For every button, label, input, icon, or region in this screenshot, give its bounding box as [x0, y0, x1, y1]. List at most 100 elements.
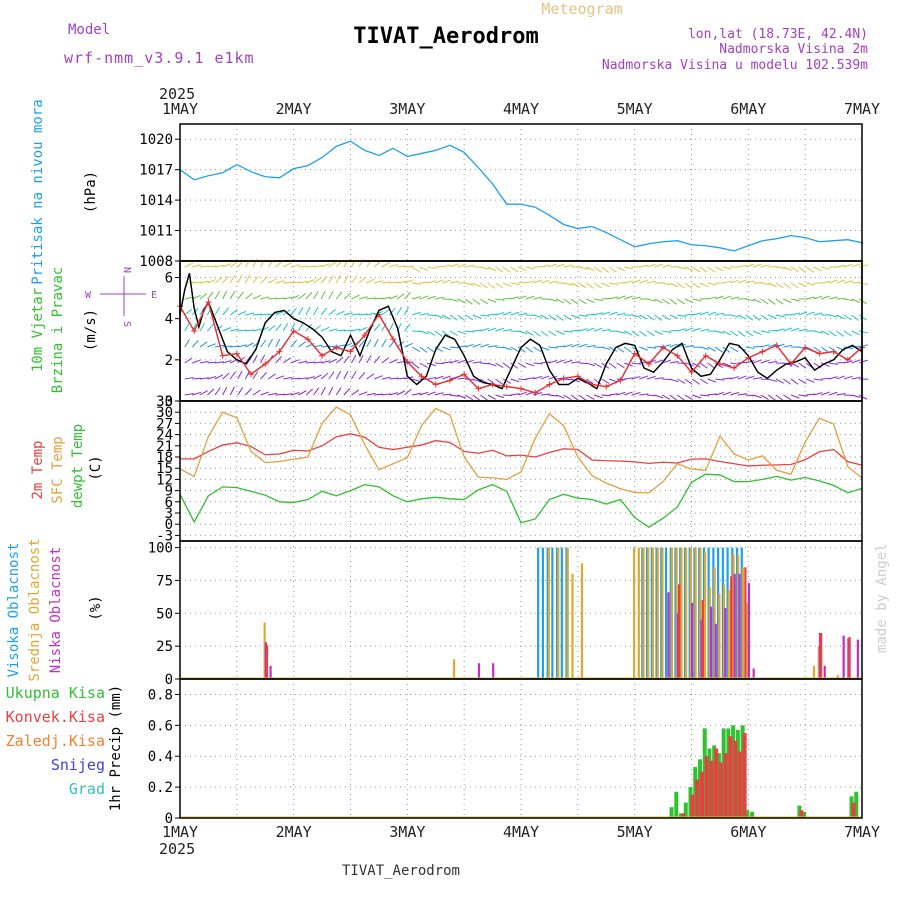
- wind-arrow: [381, 376, 391, 380]
- temp-axis-title-3: dewpt Temp: [70, 424, 86, 508]
- wind-arrow: [707, 266, 716, 273]
- wind-arrow: [752, 314, 761, 321]
- wind-arrow: [495, 298, 505, 301]
- wind-arrow: [502, 394, 513, 397]
- wind-arrow: [426, 330, 436, 336]
- wind-arrow: [623, 346, 632, 353]
- clouds-bar: [727, 589, 730, 679]
- wind-arrow: [578, 394, 587, 401]
- wind-arrow: [677, 314, 687, 318]
- wind-arrow: [335, 356, 344, 364]
- wind-arrow: [336, 329, 346, 332]
- wind-arrow: [237, 370, 243, 380]
- precip-ytick-label: 0.6: [148, 718, 173, 734]
- clouds-bar: [674, 547, 677, 679]
- wind-arrow: [646, 280, 656, 284]
- wind-arrow: [692, 282, 701, 289]
- clouds-bar: [712, 547, 715, 679]
- wind-arrow: [790, 298, 800, 302]
- wind-arrow: [586, 327, 595, 332]
- wind-arrow: [768, 343, 777, 348]
- wind-arrow: [783, 344, 793, 348]
- wind-arrow: [533, 296, 543, 300]
- wind-arrow: [313, 264, 323, 268]
- wind-arrow: [358, 371, 366, 380]
- wind-arrow: [593, 298, 603, 302]
- wind-arrow: [533, 375, 543, 380]
- wind-arrow: [396, 265, 406, 268]
- wind-arrow: [654, 345, 664, 348]
- wind-arrow: [495, 378, 503, 385]
- wind-arrow: [411, 392, 422, 396]
- wind-arrow: [192, 281, 202, 284]
- wind-arrow: [518, 312, 528, 316]
- wind-arrow: [343, 274, 349, 284]
- wind-arrow: [677, 378, 686, 384]
- wind-arrow: [730, 391, 740, 396]
- wind-arrow: [790, 362, 800, 368]
- wind-arrow: [192, 294, 201, 300]
- wind-arrow: [699, 282, 709, 288]
- wind-arrow: [722, 266, 732, 270]
- wind-arrow: [222, 327, 232, 332]
- wind-arrow: [442, 346, 452, 351]
- day-tick-label-top: 4MAY: [503, 100, 539, 118]
- wind-arrow: [661, 359, 671, 364]
- wind-arrow: [480, 328, 490, 332]
- wind-arrow: [586, 282, 594, 289]
- wind-arrow: [184, 296, 194, 300]
- wind-arrow: [290, 281, 300, 284]
- wind-arrow: [502, 282, 512, 287]
- wind-arrow: [343, 312, 353, 316]
- wind-arrow: [328, 308, 337, 316]
- precip-bar: [802, 811, 807, 818]
- precip-bar: [851, 802, 856, 818]
- wind-arrow: [783, 394, 792, 401]
- wind-arrow: [336, 344, 346, 348]
- wind-arrow: [662, 330, 672, 333]
- wind-arrow: [465, 330, 475, 333]
- wind-arrow: [230, 328, 240, 332]
- wind-arrow: [229, 290, 236, 300]
- wind-arrow: [518, 391, 527, 396]
- wind-arrow: [260, 296, 270, 300]
- wind-arrow: [715, 391, 724, 396]
- clouds-bar: [731, 547, 734, 679]
- wind-arrow: [639, 346, 648, 351]
- wind-arrow: [828, 391, 838, 396]
- wind-arrow: [798, 346, 808, 350]
- wind-arrow: [767, 394, 776, 401]
- wind-arrow: [252, 275, 259, 284]
- wind-arrow: [419, 362, 428, 368]
- clouds-bar: [724, 608, 727, 679]
- wind-arrow: [616, 362, 625, 369]
- wind-arrow: [730, 362, 740, 365]
- wind-arrow: [472, 298, 481, 305]
- wind-axis-title-2: Brzina i Pravac: [50, 267, 66, 393]
- wind-arrow: [669, 282, 679, 288]
- wind-arrow: [442, 375, 452, 380]
- wind-arrow: [775, 394, 784, 401]
- wind-arrow: [419, 295, 429, 300]
- wind-arrow: [760, 282, 770, 286]
- precip-ytick-label: 0.2: [148, 780, 173, 796]
- wind-arrow: [320, 307, 328, 316]
- wind-arrow: [222, 360, 232, 364]
- wind-arrow: [192, 264, 202, 268]
- wind-arrow: [730, 330, 739, 337]
- clouds-bar: [669, 547, 672, 679]
- wind-arrow: [457, 298, 466, 304]
- lonlat-info: lon,lat (18.73E, 42.4N): [688, 27, 868, 42]
- wind-arrow: [639, 279, 649, 284]
- wind-arrow: [442, 314, 451, 320]
- wind-arrow: [358, 339, 366, 348]
- wind-arrow: [464, 298, 473, 305]
- wind-arrow: [571, 314, 580, 319]
- wind-arrow: [821, 330, 830, 336]
- clouds-bar: [645, 547, 649, 679]
- wind-arrow: [290, 264, 300, 268]
- wind-arrow: [548, 394, 558, 397]
- wind-arrow: [305, 279, 315, 284]
- wind-arrow: [298, 341, 306, 348]
- wind-arrow: [843, 280, 853, 284]
